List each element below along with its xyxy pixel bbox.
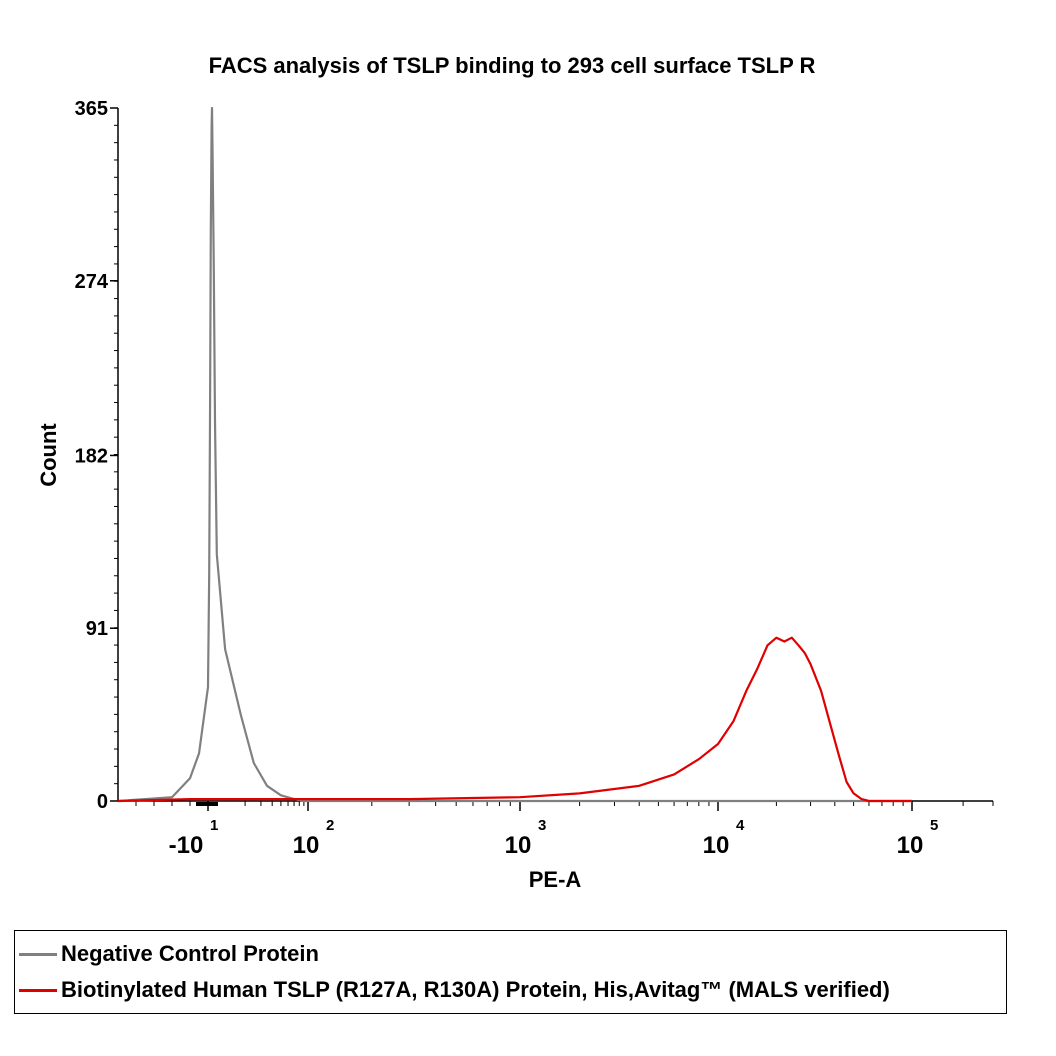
y-tick-label: 274 [75,271,109,293]
x-tick-exponent: 5 [930,817,938,834]
x-axis-label: PE-A [529,867,582,892]
legend-swatch [19,988,57,992]
x-axis-ticks: -10 1 10 2 10 3 10 4 10 5 [135,801,994,859]
x-tick-exponent: 3 [538,817,546,834]
x-tick-exponent: 4 [736,817,745,834]
x-tick-label: 10 [293,832,320,859]
y-tick-label: 91 [86,618,108,640]
chart-title: FACS analysis of TSLP binding to 293 cel… [209,53,816,78]
series-line-negative-control [117,106,912,803]
facs-histogram-chart: FACS analysis of TSLP binding to 293 cel… [36,53,994,892]
legend-swatch [19,952,57,956]
y-axis-ticks: 0 91 182 274 365 [75,98,118,813]
y-tick-label: 0 [97,791,108,813]
legend-item-biotinylated-tslp: Biotinylated Human TSLP (R127A, R130A) P… [15,972,890,1008]
plot-axes [117,108,993,802]
legend-label: Negative Control Protein [61,941,319,966]
x-tick-label: 10 [897,832,924,859]
series-layer [117,106,912,803]
x-tick-label: -10 [169,832,204,859]
x-tick-label: 10 [703,832,730,859]
y-axis-label: Count [36,423,61,487]
series-line-biotinylated-tslp [117,636,912,803]
x-tick-label: 10 [505,832,532,859]
x-tick-exponent: 2 [326,817,334,834]
zero-marker [196,802,218,806]
legend-item-negative-control: Negative Control Protein [15,936,319,972]
chart-legend: Negative Control Protein Biotinylated Hu… [14,930,1007,1014]
y-tick-label: 182 [75,445,108,467]
x-tick-exponent: 1 [210,817,218,834]
y-tick-label: 365 [75,98,108,120]
legend-label: Biotinylated Human TSLP (R127A, R130A) P… [61,977,890,1002]
